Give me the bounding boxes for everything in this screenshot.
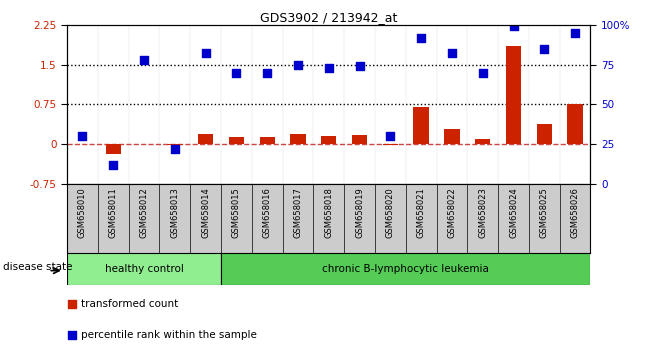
Text: GSM658022: GSM658022 (448, 188, 456, 238)
Text: GSM658014: GSM658014 (201, 188, 210, 238)
Point (477, 70, 488, 75)
Text: transformed count: transformed count (81, 299, 178, 309)
Bar (321, 136, 336, 144)
Bar (291, 133, 306, 144)
Point (539, 46, 550, 51)
Bar (506, 46, 521, 144)
Bar (67, 253, 221, 285)
Bar (167, 144, 183, 145)
Point (108, 162, 119, 168)
Bar (475, 139, 491, 144)
Text: GSM658021: GSM658021 (417, 188, 425, 238)
Title: GDS3902 / 213942_at: GDS3902 / 213942_at (260, 11, 397, 24)
Text: percentile rank within the sample: percentile rank within the sample (81, 330, 258, 340)
Bar (221, 253, 590, 285)
Point (67, 332, 78, 338)
Text: GSM658017: GSM658017 (293, 188, 303, 238)
Text: GSM658011: GSM658011 (109, 188, 118, 238)
Bar (444, 130, 460, 144)
Point (354, 63, 365, 69)
Point (77, 133, 88, 139)
Bar (229, 137, 244, 144)
Point (67, 301, 78, 307)
Text: GSM658024: GSM658024 (509, 188, 518, 238)
Point (231, 70, 242, 75)
Bar (568, 104, 583, 144)
Text: GSM658019: GSM658019 (355, 188, 364, 238)
Text: healthy control: healthy control (105, 264, 183, 274)
Text: GSM658018: GSM658018 (324, 188, 333, 238)
Bar (260, 137, 275, 144)
Text: GSM658025: GSM658025 (539, 188, 549, 238)
Point (416, 35, 427, 40)
Text: GSM658026: GSM658026 (570, 188, 580, 238)
Point (447, 51, 458, 56)
Text: GSM658016: GSM658016 (263, 188, 272, 238)
Point (323, 65, 334, 70)
Text: GSM658015: GSM658015 (232, 188, 241, 238)
Point (139, 57, 150, 63)
Point (170, 146, 180, 152)
Bar (537, 124, 552, 144)
Text: GSM658012: GSM658012 (140, 188, 148, 238)
Text: GSM658010: GSM658010 (78, 188, 87, 238)
Point (508, 23, 519, 29)
Point (293, 62, 303, 67)
Bar (413, 107, 429, 144)
Text: chronic B-lymphocytic leukemia: chronic B-lymphocytic leukemia (322, 264, 489, 274)
Bar (198, 133, 213, 144)
Point (262, 70, 272, 75)
Text: GSM658023: GSM658023 (478, 188, 487, 238)
Point (200, 51, 211, 56)
Bar (352, 135, 367, 144)
Bar (382, 144, 398, 145)
Text: GSM658020: GSM658020 (386, 188, 395, 238)
Text: GSM658013: GSM658013 (170, 188, 179, 238)
Point (385, 133, 396, 139)
Bar (105, 144, 121, 154)
Text: disease state: disease state (3, 262, 73, 273)
Point (570, 30, 580, 35)
